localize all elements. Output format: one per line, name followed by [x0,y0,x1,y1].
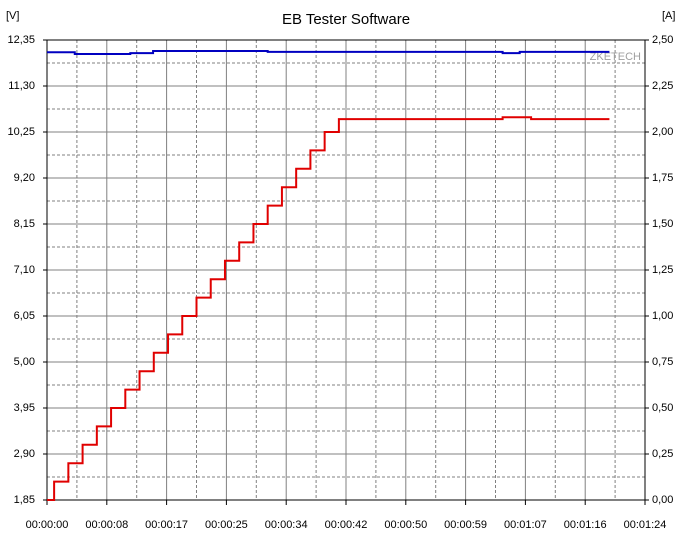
y2-tick-label: 1,00 [652,310,673,322]
x-tick-label: 00:00:17 [145,519,188,531]
y-tick-label: 12,35 [7,34,35,46]
y-tick-label: 11,30 [8,80,35,92]
y2-tick-label: 2,00 [652,126,673,138]
x-tick-label: 00:00:25 [205,519,248,531]
y2-tick-label: 2,50 [652,34,673,46]
y2-axis-label: [A] [662,10,675,22]
series-line [47,116,610,501]
y2-tick-label: 0,00 [652,494,673,506]
x-tick-label: 00:01:24 [624,519,667,531]
x-tick-label: 00:00:59 [444,519,487,531]
x-tick-label: 00:00:50 [384,519,427,531]
y-tick-label: 1,85 [14,494,35,506]
y-tick-label: 5,00 [14,356,35,368]
y2-tick-label: 0,25 [652,448,673,460]
x-tick-label: 00:01:07 [504,519,547,531]
y-tick-label: 9,20 [14,172,35,184]
y-tick-label: 3,95 [14,402,35,414]
x-tick-label: 00:00:34 [265,519,308,531]
x-tick-label: 00:00:08 [85,519,128,531]
y2-tick-label: 1,75 [652,172,673,184]
y-tick-label: 7,10 [14,264,35,276]
watermark: ZKETECH [590,51,641,63]
y2-tick-label: 1,50 [652,218,673,230]
y2-tick-label: 1,25 [652,264,673,276]
x-tick-label: 00:00:42 [325,519,368,531]
chart-title: EB Tester Software [282,11,410,28]
y-tick-label: 2,90 [14,448,35,460]
y-tick-label: 6,05 [14,310,35,322]
y-tick-label: 8,15 [14,218,35,230]
series-line [47,49,610,56]
x-tick-label: 00:00:00 [26,519,69,531]
y-axis-label: [V] [6,10,19,22]
x-tick-label: 00:01:16 [564,519,607,531]
plot-frame [46,39,646,501]
y2-tick-label: 0,50 [652,402,673,414]
y2-tick-label: 2,25 [652,80,673,92]
y2-tick-label: 0,75 [652,356,673,368]
y-tick-label: 10,25 [7,126,35,138]
